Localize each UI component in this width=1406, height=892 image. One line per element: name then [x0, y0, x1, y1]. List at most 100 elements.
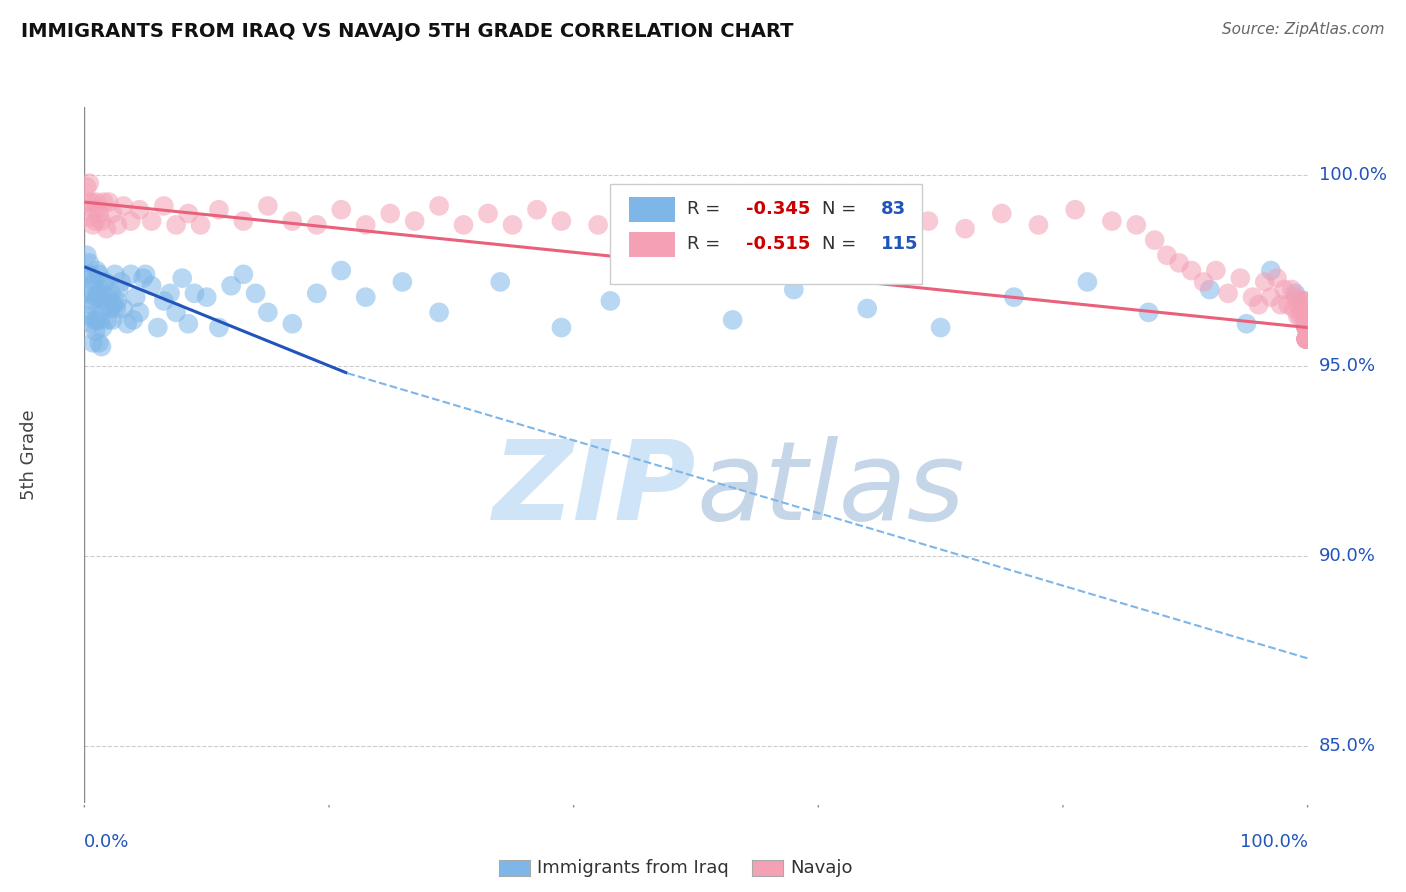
Point — [501, 218, 523, 232]
Point — [208, 202, 231, 217]
Point — [177, 206, 200, 220]
Text: N =: N = — [823, 235, 862, 253]
Point — [96, 221, 118, 235]
Point — [1289, 309, 1312, 323]
Point — [1076, 275, 1098, 289]
Point — [1294, 293, 1316, 308]
Point — [135, 268, 157, 282]
Point — [80, 278, 103, 293]
Point — [90, 340, 112, 354]
Point — [1295, 320, 1317, 334]
Point — [172, 271, 194, 285]
Point — [76, 180, 98, 194]
Point — [84, 214, 107, 228]
Point — [79, 211, 101, 225]
Point — [112, 301, 135, 316]
Point — [1101, 214, 1123, 228]
Point — [305, 218, 328, 232]
Point — [391, 275, 413, 289]
Point — [91, 275, 114, 289]
Point — [1294, 309, 1316, 323]
Point — [90, 283, 112, 297]
Point — [96, 298, 118, 312]
Point — [89, 293, 111, 308]
Point — [1295, 309, 1317, 323]
Point — [721, 313, 744, 327]
Point — [132, 271, 155, 285]
Point — [141, 278, 163, 293]
Text: R =: R = — [688, 235, 727, 253]
Point — [153, 293, 176, 308]
Point — [281, 214, 304, 228]
Point — [1295, 332, 1317, 346]
Point — [1295, 320, 1317, 334]
Point — [128, 305, 150, 319]
Point — [93, 195, 115, 210]
Point — [550, 214, 572, 228]
Point — [1295, 332, 1317, 346]
Point — [354, 290, 377, 304]
Text: Source: ZipAtlas.com: Source: ZipAtlas.com — [1222, 22, 1385, 37]
Point — [526, 202, 548, 217]
Point — [281, 317, 304, 331]
Point — [1295, 332, 1317, 346]
Point — [1260, 263, 1282, 277]
Point — [1295, 320, 1317, 334]
Point — [232, 268, 254, 282]
Point — [880, 206, 903, 220]
Point — [1295, 332, 1317, 346]
Point — [697, 218, 720, 232]
Point — [1295, 332, 1317, 346]
Point — [107, 283, 129, 297]
Point — [87, 335, 110, 350]
Point — [1295, 332, 1317, 346]
Point — [1272, 283, 1295, 297]
Point — [86, 195, 108, 210]
Point — [77, 309, 100, 323]
Point — [1286, 309, 1309, 323]
Text: 90.0%: 90.0% — [1319, 547, 1375, 565]
Point — [1295, 332, 1317, 346]
Point — [103, 298, 125, 312]
Point — [453, 218, 475, 232]
Point — [1002, 290, 1025, 304]
Point — [1295, 320, 1317, 334]
Point — [195, 290, 218, 304]
Point — [76, 248, 98, 262]
Point — [120, 268, 142, 282]
Point — [1288, 298, 1310, 312]
Text: 5th Grade: 5th Grade — [20, 409, 38, 500]
Point — [624, 206, 647, 220]
Point — [953, 221, 976, 235]
Point — [90, 214, 112, 228]
Text: -0.345: -0.345 — [747, 201, 810, 219]
Point — [128, 202, 150, 217]
Point — [1295, 305, 1317, 319]
Point — [1291, 293, 1313, 308]
Point — [990, 206, 1012, 220]
Point — [105, 293, 128, 308]
Point — [427, 305, 450, 319]
Point — [1295, 332, 1317, 346]
Point — [1295, 317, 1317, 331]
Text: 100.0%: 100.0% — [1319, 167, 1386, 185]
Point — [1295, 320, 1317, 334]
Text: 83: 83 — [880, 201, 905, 219]
Point — [82, 218, 104, 232]
Point — [159, 286, 181, 301]
Point — [93, 293, 115, 308]
Text: Navajo: Navajo — [790, 859, 852, 877]
Point — [77, 286, 100, 301]
Text: 95.0%: 95.0% — [1319, 357, 1376, 375]
Point — [83, 313, 105, 327]
FancyBboxPatch shape — [628, 197, 675, 222]
Point — [1260, 290, 1282, 304]
Point — [105, 301, 128, 316]
Point — [661, 268, 683, 282]
Point — [844, 218, 866, 232]
Point — [1254, 275, 1277, 289]
Point — [89, 313, 111, 327]
Point — [1265, 271, 1288, 285]
Point — [1295, 320, 1317, 334]
Point — [79, 298, 101, 312]
